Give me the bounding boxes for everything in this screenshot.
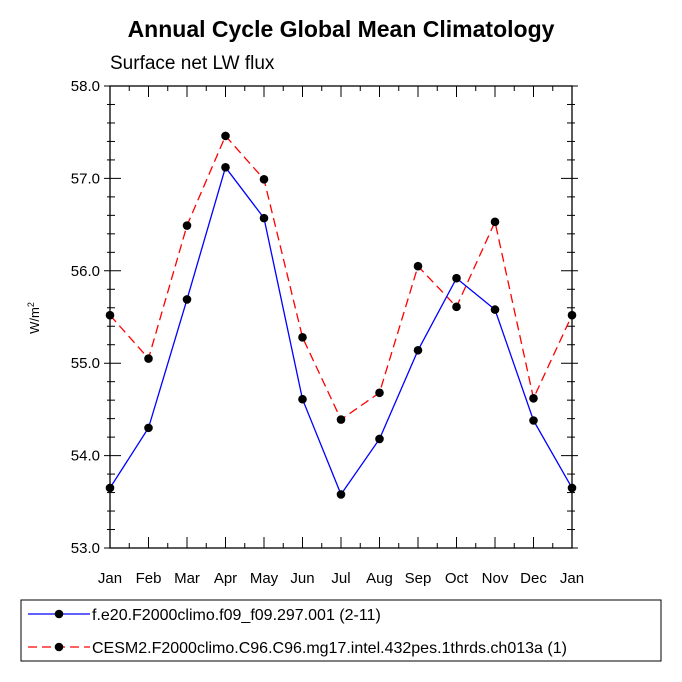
- series-1-point: [182, 221, 192, 230]
- series-1-point: [375, 388, 384, 398]
- legend-label-1: CESM2.F2000climo.C96.C96.mg17.intel.432p…: [92, 640, 567, 657]
- series-0-point: [182, 295, 192, 304]
- x-tick-label: Mar: [174, 570, 200, 587]
- series-0-point: [259, 213, 269, 223]
- x-tick-label: Sep: [405, 570, 432, 587]
- x-tick-label: Feb: [136, 570, 162, 587]
- y-axis-label-base: W/m: [27, 307, 42, 334]
- x-tick-label: Apr: [214, 570, 237, 587]
- series-0-point: [375, 434, 384, 444]
- series-0-point: [298, 394, 307, 404]
- series-line-1: [109, 134, 573, 421]
- series-0-point: [336, 490, 346, 499]
- series-0-point: [105, 483, 115, 493]
- tick-labels: Jan Feb Mar Apr May Jun Jul Aug Sep Oct Nov Dec Jan 5…: [71, 78, 584, 587]
- y-tick-label: 58.0: [71, 78, 100, 95]
- x-tick-label: Jun: [290, 570, 314, 587]
- x-tick-label: Dec: [520, 570, 547, 587]
- y-axis-label: W/m2: [26, 302, 42, 334]
- series-1-point: [452, 302, 461, 312]
- x-tick-label: Jan: [98, 570, 122, 587]
- series-line-0: [109, 165, 573, 496]
- x-tick-label: Nov: [482, 570, 509, 587]
- plot-frame: [109, 85, 573, 549]
- x-tick-label: Jan: [560, 570, 584, 587]
- y-tick-label: 54.0: [71, 448, 100, 465]
- series-1-point: [413, 261, 423, 271]
- x-tick-label: May: [250, 570, 279, 587]
- x-tick-label: Jul: [331, 570, 350, 587]
- series-1-point: [567, 310, 577, 320]
- series-1-point: [259, 175, 269, 184]
- series-1-point: [490, 217, 500, 227]
- y-tick-label: 53.0: [71, 540, 100, 557]
- series-0-point: [221, 163, 230, 172]
- y-tick-label: 55.0: [71, 355, 100, 372]
- series-1-point: [105, 310, 115, 320]
- series-1-point: [298, 333, 307, 342]
- y-axis-label-sup: 2: [26, 302, 36, 307]
- legend-marker-0: [54, 609, 64, 619]
- series-0-point: [529, 416, 538, 425]
- legend: f.e20.F2000climo.f09_f09.297.001 (2-11) …: [20, 599, 662, 662]
- series-1-point: [221, 131, 230, 141]
- axis-ticks: [104, 85, 578, 549]
- series-0-point: [413, 345, 423, 355]
- series-0-point: [452, 273, 461, 283]
- y-tick-label: 57.0: [71, 170, 100, 187]
- legend-label-0: f.e20.F2000climo.f09_f09.297.001 (2-11): [92, 607, 381, 624]
- series-0-point: [567, 483, 577, 493]
- y-tick-label: 56.0: [71, 263, 100, 280]
- series-0-point: [490, 305, 500, 314]
- series-group: [105, 131, 577, 499]
- series-1-point: [529, 394, 538, 403]
- x-tick-label: Aug: [366, 570, 393, 587]
- chart-title: Annual Cycle Global Mean Climatology: [128, 16, 555, 42]
- legend-box: [20, 599, 662, 662]
- series-1-point: [144, 354, 153, 363]
- chart-subtitle: Surface net LW flux: [110, 53, 275, 74]
- series-0-point: [144, 423, 153, 433]
- x-tick-label: Oct: [445, 570, 469, 587]
- legend-marker-1: [54, 642, 64, 652]
- series-1-point: [336, 415, 346, 424]
